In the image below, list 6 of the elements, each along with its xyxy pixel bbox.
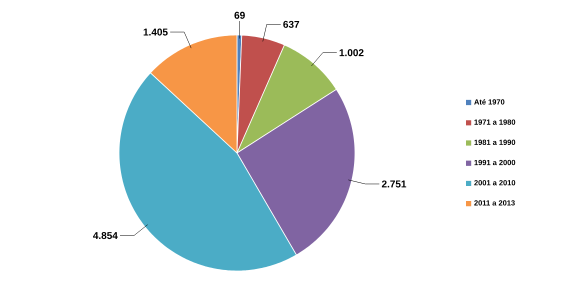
data-label: 69 [234, 12, 245, 19]
data-label: 1.405 [144, 28, 168, 36]
data-label: 637 [283, 20, 300, 28]
data-label: 2.751 [382, 180, 406, 188]
data-label: 1.002 [340, 49, 364, 56]
data-label: 4.854 [93, 232, 118, 240]
